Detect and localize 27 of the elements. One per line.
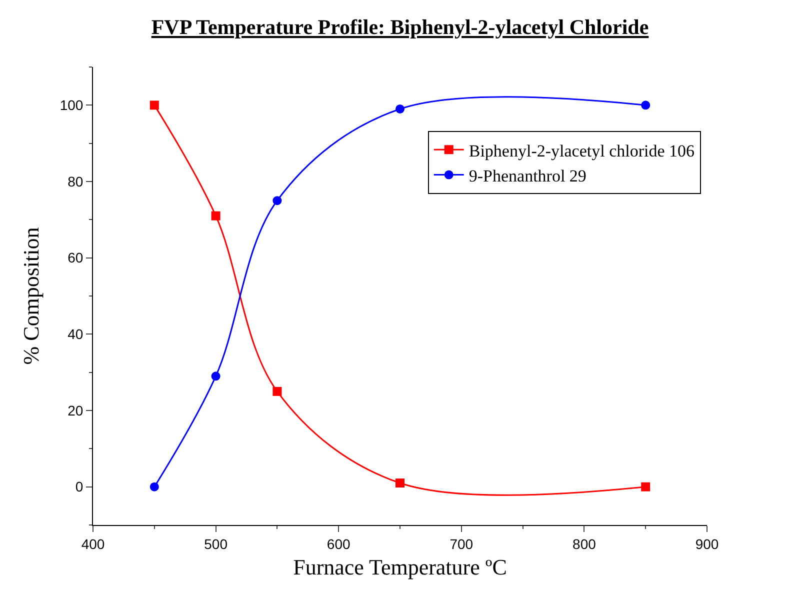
legend-label: 9-Phenanthrol 29 bbox=[468, 166, 586, 186]
y-tick-label: 80 bbox=[68, 173, 84, 190]
point bbox=[641, 100, 650, 110]
point bbox=[150, 100, 159, 110]
x-tick-label: 500 bbox=[204, 536, 228, 552]
y-tick-label: 20 bbox=[68, 402, 84, 418]
x-tick-label: 400 bbox=[81, 536, 105, 552]
legend-label: Biphenyl-2-ylacetyl chloride 106 bbox=[468, 141, 695, 160]
y-tick-label: 0 bbox=[75, 478, 84, 495]
x-tick-label: 900 bbox=[695, 536, 719, 552]
point bbox=[150, 482, 159, 492]
y-tick-label: 100 bbox=[60, 97, 84, 114]
point bbox=[211, 372, 220, 381]
point bbox=[396, 478, 404, 488]
y-axis-title: % Composition bbox=[18, 227, 44, 365]
x-tick-label: 800 bbox=[572, 536, 596, 552]
point bbox=[272, 196, 282, 206]
point bbox=[272, 386, 282, 396]
y-tick-label: 40 bbox=[68, 326, 84, 342]
x-axis-title: Furnace Temperature ºC bbox=[293, 554, 507, 580]
y-tick-label: 60 bbox=[68, 250, 84, 266]
point bbox=[211, 211, 220, 220]
point bbox=[641, 482, 650, 492]
chart-title: FVP Temperature Profile: Biphenyl-2-ylacetyl Chloride bbox=[151, 14, 649, 39]
x-tick-label: 700 bbox=[450, 536, 474, 552]
x-tick-label: 600 bbox=[326, 536, 350, 552]
point bbox=[396, 104, 404, 114]
